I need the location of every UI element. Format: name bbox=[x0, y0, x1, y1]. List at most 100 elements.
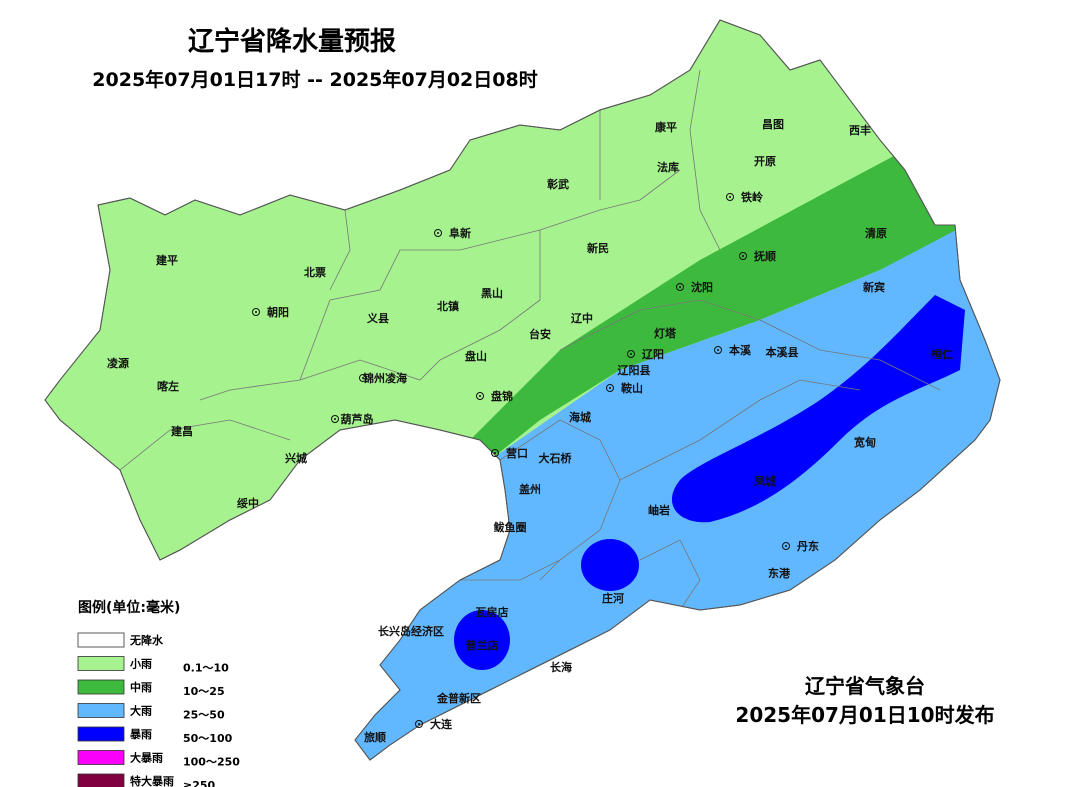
place-label: 黑山 bbox=[481, 286, 503, 300]
place-label: 凌源 bbox=[107, 356, 129, 370]
place-label: 营口 bbox=[506, 446, 528, 460]
city-marker bbox=[729, 196, 731, 198]
place-label: 凤城 bbox=[754, 474, 776, 488]
place-label: 桓仁 bbox=[931, 347, 953, 361]
place-label: 葫芦岛 bbox=[341, 412, 374, 426]
place-label: 西丰 bbox=[849, 123, 871, 137]
place-label: 彰武 bbox=[547, 177, 569, 191]
city-marker bbox=[334, 418, 336, 420]
place-label: 盖州 bbox=[519, 482, 541, 496]
place-label: 义县 bbox=[367, 311, 389, 325]
legend-name: 中雨 bbox=[130, 680, 152, 694]
forecast-period: 2025年07月01日17时 -- 2025年07月02日08时 bbox=[92, 68, 537, 91]
legend-name: 大暴雨 bbox=[130, 751, 163, 765]
place-label: 辽阳县 bbox=[618, 363, 651, 377]
map-title: 辽宁省降水量预报 bbox=[188, 26, 396, 57]
county-borders bbox=[119, 69, 941, 611]
city-marker bbox=[676, 283, 684, 291]
place-label: 鞍山 bbox=[621, 381, 643, 395]
place-label: 丹东 bbox=[797, 539, 819, 553]
place-label: 兴城 bbox=[285, 451, 307, 465]
city-marker bbox=[491, 449, 499, 457]
legend-name: 大雨 bbox=[130, 704, 152, 718]
place-label: 康平 bbox=[655, 120, 677, 134]
city-marker bbox=[479, 395, 481, 397]
place-label: 长海 bbox=[550, 660, 572, 674]
place-label: 普兰店 bbox=[466, 638, 499, 652]
city-marker bbox=[679, 286, 681, 288]
city-marker bbox=[418, 723, 420, 725]
place-label: 盘山 bbox=[465, 349, 487, 363]
place-label: 新宾 bbox=[863, 280, 885, 294]
legend-swatch bbox=[77, 656, 125, 671]
city-marker bbox=[359, 374, 367, 382]
place-label: 长兴岛经济区 bbox=[378, 624, 444, 638]
place-label: 北镇 bbox=[437, 299, 459, 313]
city-marker bbox=[331, 415, 339, 423]
place-label: 法库 bbox=[657, 160, 679, 174]
issuer: 辽宁省气象台 bbox=[805, 674, 925, 698]
city-marker bbox=[785, 545, 787, 547]
legend-range: 100～250 bbox=[183, 756, 240, 769]
place-label: 灯塔 bbox=[654, 326, 677, 340]
place-label: 海城 bbox=[569, 410, 591, 424]
city-marker bbox=[415, 720, 423, 728]
place-label: 庄河 bbox=[602, 591, 624, 605]
place-label: 金普新区 bbox=[436, 691, 481, 705]
rainstorm-zone bbox=[671, 295, 965, 523]
city-marker bbox=[717, 349, 719, 351]
place-label: 东港 bbox=[768, 566, 791, 580]
city-marker bbox=[739, 252, 747, 260]
legend-swatch bbox=[77, 726, 125, 742]
place-label: 宽甸 bbox=[853, 435, 876, 449]
city-marker bbox=[714, 346, 722, 354]
place-label: 开原 bbox=[754, 155, 776, 168]
city-marker bbox=[627, 350, 635, 358]
place-label: 阜新 bbox=[449, 226, 471, 240]
place-label: 本溪县 bbox=[766, 345, 799, 359]
city-marker bbox=[782, 542, 790, 550]
legend-swatch bbox=[77, 679, 125, 695]
place-label: 绥中 bbox=[237, 496, 259, 510]
place-label: 喀左 bbox=[157, 379, 179, 393]
city-marker bbox=[606, 384, 614, 392]
city-marker bbox=[494, 452, 496, 454]
city-marker bbox=[609, 387, 611, 389]
place-label: 辽中 bbox=[571, 311, 593, 325]
city-marker bbox=[630, 353, 632, 355]
place-label: 沈阳 bbox=[691, 280, 713, 294]
place-label: 大石桥 bbox=[539, 451, 573, 465]
place-label: 旅顺 bbox=[364, 730, 386, 744]
legend-swatch bbox=[77, 703, 125, 718]
issue-time: 2025年07月01日10时发布 bbox=[735, 703, 994, 727]
legend-swatch bbox=[77, 632, 125, 648]
place-label: 清原 bbox=[865, 226, 887, 240]
place-label: 瓦房店 bbox=[476, 605, 509, 619]
province-outline bbox=[44, 19, 1001, 761]
place-label: 北票 bbox=[304, 265, 326, 279]
city-marker bbox=[362, 377, 364, 379]
legend-title: 图例(单位:毫米) bbox=[78, 599, 180, 616]
place-label: 抚顺 bbox=[754, 249, 776, 263]
rainstorm-zone bbox=[581, 539, 639, 591]
rainstorm-zone bbox=[454, 610, 510, 670]
city-marker bbox=[476, 392, 484, 400]
city-marker bbox=[255, 311, 257, 313]
legend-name: 小雨 bbox=[129, 657, 152, 671]
place-label: 本溪 bbox=[729, 343, 752, 357]
place-label: 昌图 bbox=[762, 118, 784, 131]
place-label: 鲅鱼圈 bbox=[494, 520, 527, 534]
place-label: 建昌 bbox=[171, 424, 193, 438]
legend-range: 25～50 bbox=[183, 709, 225, 722]
city-marker bbox=[726, 193, 734, 201]
city-marker bbox=[252, 308, 260, 316]
legend-range: 10～25 bbox=[183, 685, 225, 698]
place-label: 岫岩 bbox=[648, 503, 670, 517]
place-label: 辽阳 bbox=[642, 347, 664, 361]
moderate-rain-zone bbox=[470, 150, 970, 460]
legend-name: 特大暴雨 bbox=[130, 774, 174, 787]
city-marker bbox=[434, 229, 442, 237]
